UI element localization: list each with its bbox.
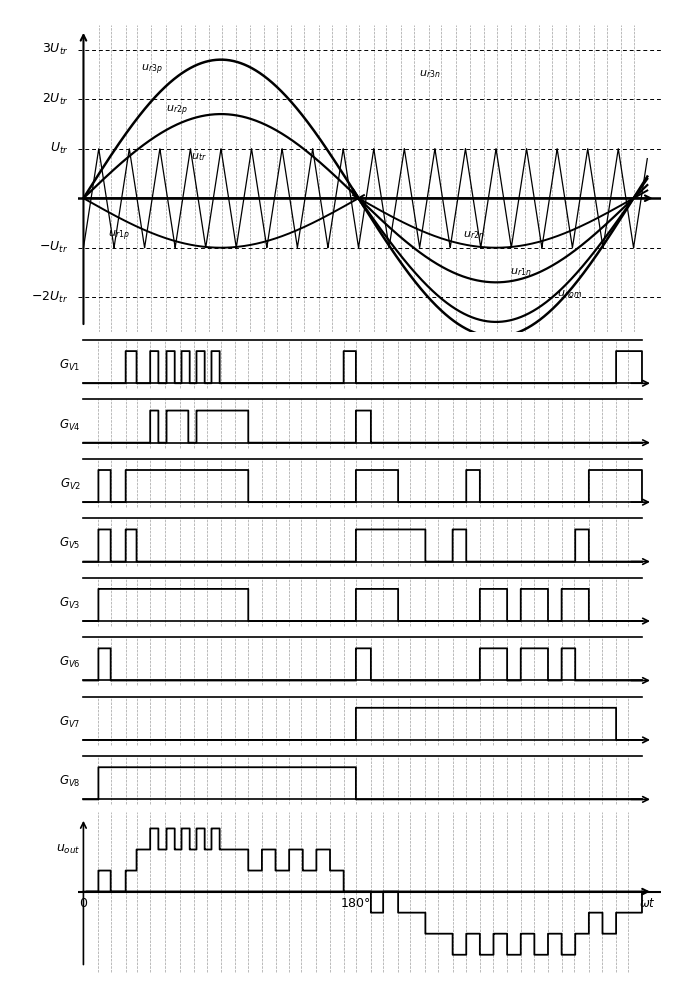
Text: $u_{r1n}$: $u_{r1n}$ <box>510 267 532 278</box>
Text: $G_{V2}$: $G_{V2}$ <box>60 477 81 492</box>
Text: $G_{V3}$: $G_{V3}$ <box>60 596 81 611</box>
Text: $u_{r1p}$: $u_{r1p}$ <box>108 229 130 243</box>
Text: $u_{r3n}$: $u_{r3n}$ <box>419 69 441 80</box>
Text: $G_{V5}$: $G_{V5}$ <box>60 536 81 551</box>
Text: $u_{r3p}$: $u_{r3p}$ <box>141 63 163 77</box>
Text: $G_{V4}$: $G_{V4}$ <box>59 417 81 433</box>
Text: $u_{tr}$: $u_{tr}$ <box>191 151 206 163</box>
Text: $-2U_{tr}$: $-2U_{tr}$ <box>31 290 68 305</box>
Text: $G_{V1}$: $G_{V1}$ <box>60 358 81 373</box>
Text: $\omega t$: $\omega t$ <box>639 897 656 910</box>
Text: $2U_{tr}$: $2U_{tr}$ <box>42 92 68 107</box>
Text: $u_{r2n}$: $u_{r2n}$ <box>463 229 485 241</box>
Text: $G_{V7}$: $G_{V7}$ <box>60 715 81 730</box>
Text: $u_{nom}$: $u_{nom}$ <box>557 288 582 300</box>
Text: $0$: $0$ <box>79 897 88 910</box>
Text: $u_{r2p}$: $u_{r2p}$ <box>166 104 188 118</box>
Text: $3U_{tr}$: $3U_{tr}$ <box>42 42 68 57</box>
Text: $-U_{tr}$: $-U_{tr}$ <box>39 240 68 255</box>
Text: $u_{out}$: $u_{out}$ <box>56 843 81 856</box>
Text: $180°$: $180°$ <box>340 897 372 910</box>
Text: $U_{tr}$: $U_{tr}$ <box>49 141 68 156</box>
Text: $G_{V8}$: $G_{V8}$ <box>60 774 81 789</box>
Text: $G_{V6}$: $G_{V6}$ <box>59 655 81 670</box>
